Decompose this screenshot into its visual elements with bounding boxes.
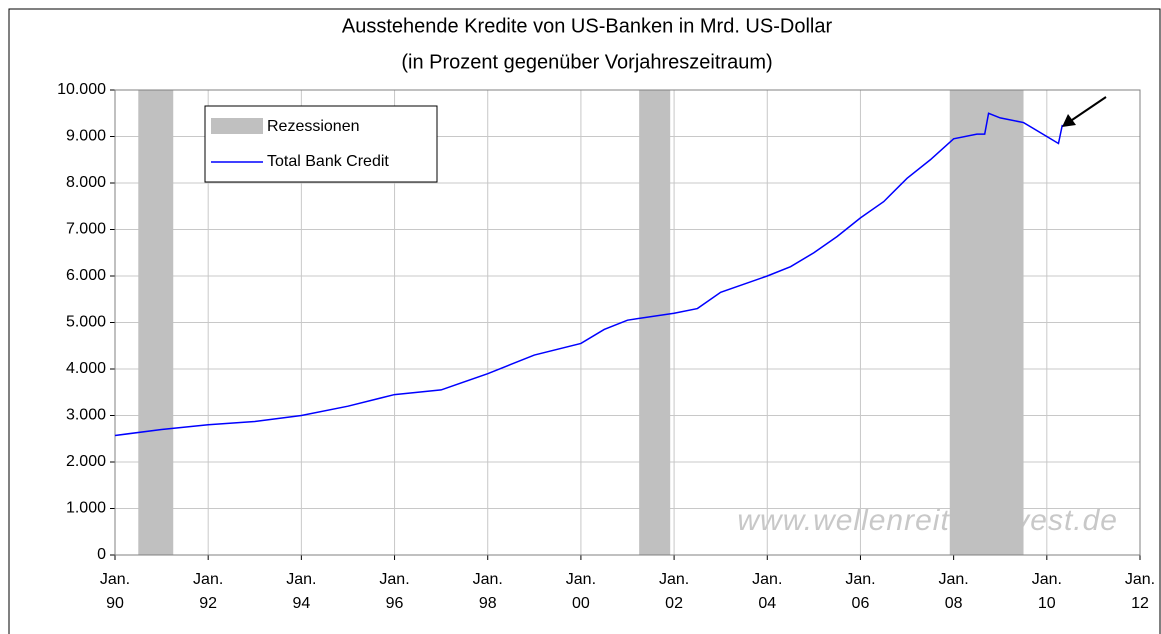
watermark: www.wellenreiter-invest.de [737, 504, 1118, 537]
y-tick-label: 5.000 [66, 314, 106, 331]
x-tick-label: Jan. 92 [193, 571, 224, 612]
line-series [114, 112, 1064, 437]
y-tick-label: 4.000 [66, 360, 106, 377]
y-tick-label: 2.000 [66, 453, 106, 470]
x-tick-label: Jan. 06 [845, 571, 876, 612]
y-tick-label: 10.000 [57, 81, 106, 98]
legend-label: Rezessionen [267, 118, 360, 135]
x-tick-label: Jan. 04 [752, 571, 783, 612]
chart-title: Ausstehende Kredite von US-Banken in Mrd… [342, 15, 833, 37]
legend-label: Total Bank Credit [267, 153, 389, 170]
recession [949, 90, 1024, 555]
x-tick-label: Jan. 12 [1124, 571, 1156, 612]
legend-swatch [211, 118, 263, 134]
y-tick-label: 8.000 [66, 174, 106, 191]
x-tick-label: Jan. 02 [658, 571, 690, 612]
x-tick-label: Jan. 08 [938, 571, 969, 612]
y-tick-label: 6.000 [66, 267, 106, 284]
x-tick-label: Jan. 90 [99, 571, 131, 612]
x-tick-label: Jan. 96 [379, 571, 410, 612]
x-tick-label: Jan. 94 [286, 571, 317, 612]
y-tick-label: 0 [97, 546, 106, 563]
recession [138, 90, 174, 555]
chart-subtitle: (in Prozent gegenüber Vorjahreszeitraum) [401, 51, 772, 73]
y-tick-label: 7.000 [66, 221, 106, 238]
x-tick-label: Jan. 98 [472, 571, 503, 612]
y-tick-label: 3.000 [66, 407, 106, 424]
y-tick-label: 1.000 [66, 500, 106, 517]
x-tick-label: Jan. 10 [1031, 571, 1062, 612]
arrow [1062, 96, 1107, 127]
recession [639, 90, 671, 555]
x-tick-label: Jan. 00 [565, 571, 597, 612]
plot-border [114, 89, 1141, 556]
y-tick-label: 9.000 [66, 128, 106, 145]
